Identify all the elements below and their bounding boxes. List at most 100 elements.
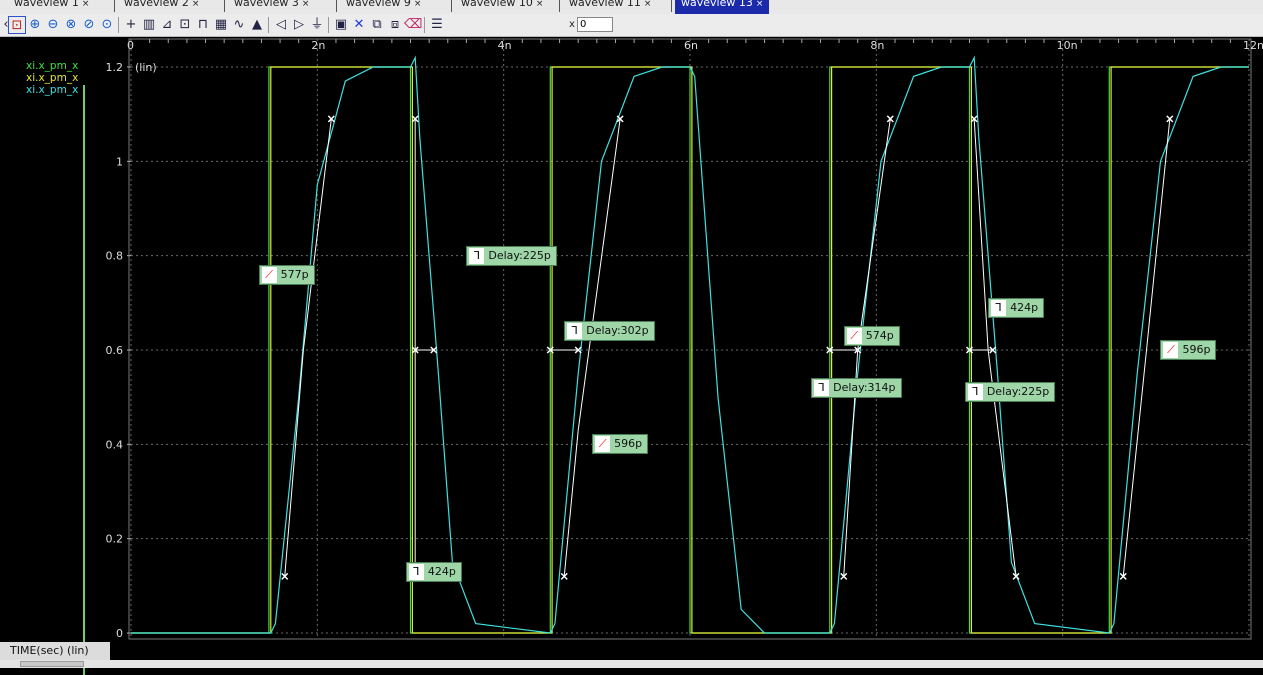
measurement-label[interactable]: ⅂ 424p [988,297,1045,318]
zoom-box-icon[interactable]: ⊙ [101,17,113,32]
x-tick-label-top: 4n [498,39,512,52]
toolbar-separator [118,17,119,33]
measurement-value: Delay:302p [586,324,649,338]
eraser-icon[interactable]: ⌫ [404,17,423,32]
measurement-value: Delay:225p [986,385,1050,399]
measure-point-marker[interactable] [989,346,997,354]
chart-icon[interactable]: ▲ [252,17,262,32]
measurement-label[interactable]: ⅂ Delay:225p [466,245,557,266]
tab-close-icon[interactable]: × [535,0,544,9]
measurement-label[interactable]: ⅂ Delay:302p [564,321,655,342]
legend-item[interactable]: xi.x_pm_x [26,84,79,96]
edge-icon[interactable]: ⏚ [310,17,324,32]
measurement-label[interactable]: ⟋ 577p [258,264,315,285]
pulse-icon[interactable]: ⊓ [197,17,209,32]
marker-leader-line [302,118,332,351]
measure-icon[interactable]: ⊿ [161,17,173,32]
scrollbar-thumb[interactable] [20,661,84,667]
measure-point-marker[interactable] [854,346,862,354]
measure-point-marker[interactable] [327,115,335,123]
tab-close-icon[interactable]: × [191,0,200,9]
horizontal-scrollbar[interactable] [0,660,1263,668]
next-edge-icon[interactable]: ▷ [294,17,304,32]
tab-close-icon[interactable]: × [81,0,90,9]
x-tick-label-top: 0 [127,39,134,52]
rise-edge-icon: ⟋ [595,436,611,453]
measurement-value: 577p [280,267,309,281]
measure-point-marker[interactable] [616,115,624,123]
bars-icon[interactable]: ▥ [142,17,156,32]
zoom-y-icon[interactable]: ⊘ [83,17,95,32]
measure-point-marker[interactable] [886,115,894,123]
paste-icon[interactable]: ⧈ [390,17,400,32]
scroll-left-icon[interactable]: ‹ [3,17,9,32]
measure-point-marker[interactable] [970,115,978,123]
prev-edge-icon[interactable]: ◁ [276,17,286,32]
measure-point-marker[interactable] [1012,572,1020,580]
measure-point-marker[interactable] [574,346,582,354]
tab-label: waveview 3 [234,0,299,9]
tab-waveview-13[interactable]: waveview 13 × [675,0,770,14]
tab-separator [451,0,452,12]
legend-item[interactable]: xi.x_pm_x [26,72,79,84]
tab-close-icon[interactable]: × [301,0,310,9]
measurement-label[interactable]: ⟋ 596p [592,434,649,455]
toolbar-separator [424,17,425,33]
measurement-value: Delay:225p [488,248,551,262]
measure-point-marker[interactable] [560,572,568,580]
marker-icon[interactable]: ⊡ [179,17,191,32]
tab-waveview-9[interactable]: waveview 9 × [340,0,427,14]
measurement-value: 574p [865,328,894,342]
measurement-label[interactable]: ⟋ 596p [1160,340,1217,360]
x-value-input[interactable] [577,17,613,32]
tab-waveview-1[interactable]: waveview 1 × [8,0,95,14]
measure-point-marker[interactable] [826,346,834,354]
fall-edge-icon: ⅂ [469,247,485,264]
measurement-label[interactable]: ⅂ Delay:225p [964,382,1056,403]
measure-point-marker[interactable] [546,346,554,354]
measurement-label[interactable]: ⅂ Delay:314p [811,377,902,398]
cursor-icon[interactable]: + [125,17,137,32]
tab-close-icon[interactable]: × [643,0,652,9]
tab-waveview-11[interactable]: waveview 11 × [563,0,657,14]
zoom-out-icon[interactable]: ⊖ [47,17,59,32]
waveform-plot[interactable]: 02n4n6n8n10n12n02n4n6n8n10n12n00.20.40.6… [0,37,1263,642]
tab-separator [559,0,560,12]
measure-point-marker[interactable] [1166,115,1174,123]
tab-waveview-3[interactable]: waveview 3 × [228,0,315,14]
legend-item[interactable]: xi.x_pm_x [26,60,79,72]
tab-close-icon[interactable]: × [413,0,422,9]
marker-leader-line [577,118,621,431]
save-icon[interactable]: ▣ [334,17,348,32]
y-tick-label: 0.2 [106,533,124,546]
rise-edge-icon: ⟋ [261,266,277,283]
layout-icon[interactable]: ☰ [431,17,443,32]
tab-waveview-2[interactable]: waveview 2 × [118,0,205,14]
measure-point-marker[interactable] [411,115,419,123]
delete-icon[interactable]: ✕ [353,17,365,32]
rise-edge-icon: ⟋ [846,327,862,344]
measure-point-marker[interactable] [1119,572,1127,580]
waveform-series-1[interactable] [131,66,1249,634]
copy-icon[interactable]: ⧉ [372,17,382,32]
measure-point-marker[interactable] [430,346,438,354]
tab-close-icon[interactable]: × [755,0,764,9]
waveform-series-2[interactable] [131,55,1249,634]
x-tick-label-top: 8n [870,39,884,52]
measurement-label[interactable]: ⟋ 574p [843,325,900,346]
measure-point-marker[interactable] [840,572,848,580]
zoom-x-icon[interactable]: ⊗ [65,17,77,32]
wave-icon[interactable]: ∿ [233,17,245,32]
tab-waveview-10[interactable]: waveview 10 × [455,0,549,14]
measurement-label[interactable]: ⅂ 424p [405,561,462,582]
zoom-in-icon[interactable]: ⊕ [29,17,41,32]
x-input-label: x [569,19,575,30]
measurement-value: 424p [427,564,456,578]
toolbar-separator [328,17,329,33]
zoom-fit-icon[interactable]: ⊡ [8,16,26,34]
grid-icon[interactable]: ▦ [214,17,228,32]
y-tick-label: 0.4 [106,438,124,451]
measure-point-marker[interactable] [281,572,289,580]
tab-label: waveview 10 [461,0,533,9]
tab-bar: waveview 1 × waveview 2 × waveview 3 × wavevie… [0,0,1263,14]
